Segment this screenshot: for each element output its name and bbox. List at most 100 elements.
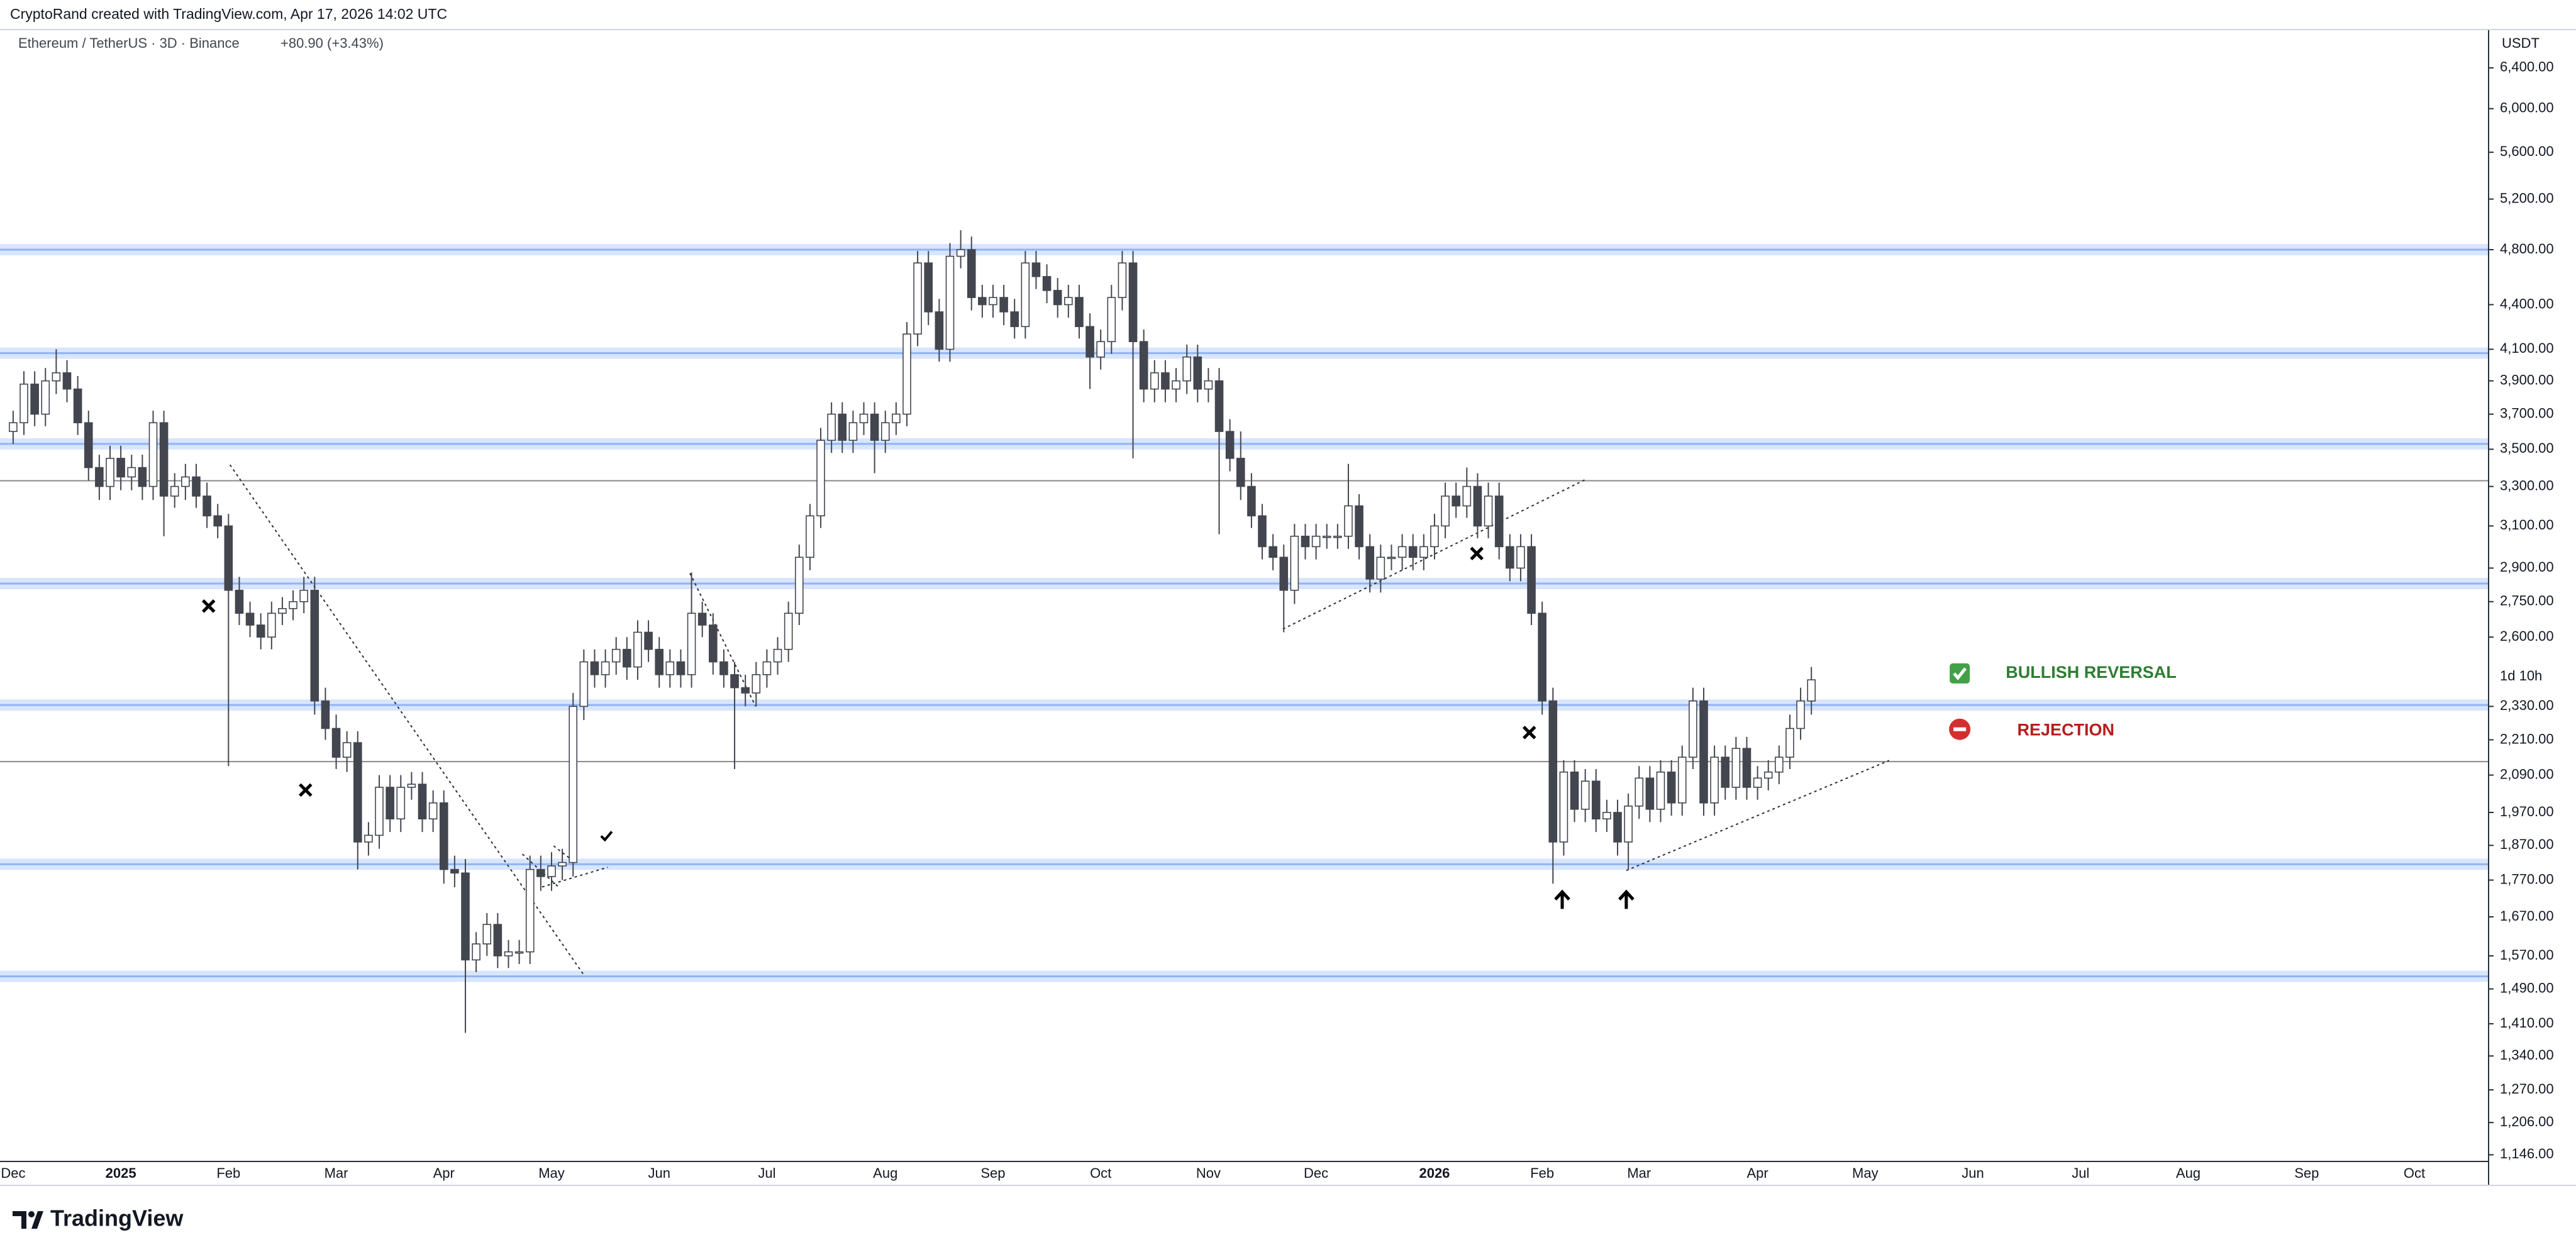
candle-body bbox=[1042, 275, 1052, 291]
x-tick-label: Mar bbox=[325, 1165, 348, 1181]
cross-marker bbox=[1523, 726, 1536, 740]
candle-body bbox=[892, 413, 901, 424]
cross-marker bbox=[201, 599, 216, 613]
candle-body bbox=[1753, 777, 1762, 788]
x-tick-label: Dec bbox=[1304, 1165, 1328, 1181]
x-tick-label: May bbox=[538, 1165, 565, 1181]
y-tick-label: 3,500.00 bbox=[2500, 440, 2554, 456]
candle-body bbox=[1290, 535, 1299, 591]
x-tick-label: Sep bbox=[2294, 1165, 2319, 1181]
candle-body bbox=[1053, 290, 1062, 306]
candle-body bbox=[62, 372, 72, 390]
candle-body bbox=[741, 687, 750, 694]
candle-body bbox=[138, 467, 147, 487]
candle-body bbox=[1602, 812, 1611, 820]
y-tick-label: 3,300.00 bbox=[2500, 477, 2554, 493]
y-tick-label: 5,600.00 bbox=[2500, 143, 2554, 159]
brand-logo bbox=[13, 1211, 43, 1229]
candle-body bbox=[1430, 525, 1439, 548]
candle-body bbox=[601, 661, 610, 675]
candle-body bbox=[116, 458, 125, 478]
x-tick-label: Sep bbox=[980, 1165, 1005, 1181]
candle-body bbox=[245, 612, 255, 626]
y-tick-label: 3,700.00 bbox=[2500, 405, 2554, 421]
candle-body bbox=[697, 612, 707, 626]
y-tick-label: 1,206.00 bbox=[2500, 1114, 2554, 1129]
x-tick-label: Jul bbox=[758, 1165, 775, 1181]
brand-name: TradingView bbox=[50, 1205, 184, 1231]
candle-body bbox=[407, 784, 416, 788]
candle-body bbox=[1580, 780, 1590, 810]
x-tick-label: Nov bbox=[1196, 1165, 1221, 1181]
candle-body bbox=[342, 742, 352, 758]
candle-body bbox=[978, 297, 987, 306]
candle-body bbox=[1344, 505, 1353, 537]
candle-body bbox=[1365, 546, 1375, 580]
x-tick-label: Mar bbox=[1627, 1165, 1651, 1181]
y-tick-label: 4,100.00 bbox=[2500, 340, 2554, 356]
candle-body bbox=[278, 608, 287, 614]
candle-body bbox=[1699, 700, 1708, 804]
candle-body bbox=[1333, 535, 1342, 538]
x-tick-label: May bbox=[1852, 1165, 1879, 1181]
candle-body bbox=[1494, 496, 1504, 548]
candle-body bbox=[709, 624, 718, 663]
candle-body bbox=[482, 924, 492, 945]
candle-body bbox=[1689, 700, 1697, 758]
candle-body bbox=[1397, 546, 1407, 558]
countdown: 1d 10h bbox=[2500, 668, 2542, 684]
candle-body bbox=[999, 297, 1008, 313]
candle-body bbox=[1677, 756, 1687, 804]
candle-body bbox=[870, 413, 879, 441]
candle-body bbox=[1506, 546, 1514, 569]
candle-body bbox=[633, 631, 642, 668]
candle-body bbox=[956, 249, 965, 257]
candle-body bbox=[989, 297, 997, 306]
cross-marker bbox=[299, 783, 313, 797]
candle-body bbox=[1763, 771, 1773, 779]
candle-body bbox=[1570, 771, 1579, 810]
candle-body bbox=[310, 589, 319, 702]
candle-body bbox=[224, 525, 233, 591]
candle-body bbox=[902, 333, 911, 415]
candle-body bbox=[913, 262, 922, 335]
candle-body bbox=[1645, 777, 1655, 810]
y-tick-label: 1,410.00 bbox=[2500, 1015, 2554, 1031]
candle-body bbox=[170, 485, 179, 497]
candle-body bbox=[1775, 756, 1784, 773]
candle-body bbox=[1591, 780, 1601, 820]
y-tick-label: 6,400.00 bbox=[2500, 59, 2554, 75]
candle-body bbox=[1107, 297, 1116, 343]
y-tick-label: 1,340.00 bbox=[2500, 1047, 2554, 1063]
candle-body bbox=[73, 388, 82, 424]
annotation: REJECTION bbox=[2018, 720, 2115, 739]
x-tick-label: 2025 bbox=[106, 1165, 136, 1181]
candle-body bbox=[676, 661, 686, 675]
candle-body bbox=[1796, 700, 1805, 729]
candle-body bbox=[1128, 262, 1138, 343]
candle-body bbox=[623, 648, 631, 668]
candle-body bbox=[1731, 748, 1741, 788]
x-tick-label: Aug bbox=[873, 1165, 897, 1181]
candle-body bbox=[428, 802, 438, 820]
candle-body bbox=[687, 612, 696, 675]
y-tick-label: 2,750.00 bbox=[2500, 593, 2554, 609]
candle-body bbox=[1279, 557, 1289, 591]
candle-body bbox=[525, 868, 535, 953]
candle-body bbox=[331, 728, 341, 758]
candle-body bbox=[945, 255, 955, 350]
candle-body bbox=[536, 868, 545, 877]
plot-area bbox=[0, 230, 2489, 1033]
candle-body bbox=[1075, 297, 1084, 328]
y-tick-label: 2,210.00 bbox=[2500, 731, 2554, 746]
candle-body bbox=[1182, 356, 1191, 382]
candle-body bbox=[730, 674, 739, 689]
candle-body bbox=[1311, 535, 1321, 548]
candle-body bbox=[1548, 700, 1558, 843]
up-arrow bbox=[1618, 889, 1635, 909]
x-tick-label: Apr bbox=[1746, 1165, 1768, 1181]
y-unit: USDT bbox=[2502, 35, 2540, 51]
y-tick-label: 1,270.00 bbox=[2500, 1081, 2554, 1097]
y-tick-label: 3,100.00 bbox=[2500, 517, 2554, 533]
